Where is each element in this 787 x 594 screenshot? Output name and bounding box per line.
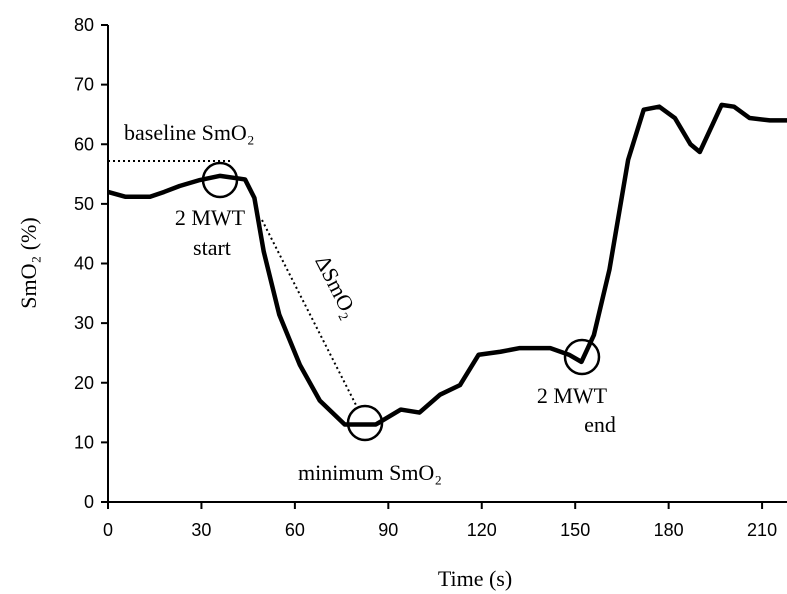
baseline-label: baseline SmO₂ xyxy=(124,120,255,145)
y-tick-label: 40 xyxy=(74,254,94,274)
y-tick-label: 0 xyxy=(84,492,94,512)
start-label: start xyxy=(193,235,231,260)
end-label: end xyxy=(584,412,616,437)
x-tick-label: 90 xyxy=(378,520,398,540)
x-tick-label: 210 xyxy=(747,520,777,540)
y-tick-label: 30 xyxy=(74,313,94,333)
start-label: 2 MWT xyxy=(175,205,246,230)
x-tick-label: 60 xyxy=(285,520,305,540)
minimum-label: minimum SmO₂ xyxy=(298,460,442,485)
x-tick-label: 150 xyxy=(560,520,590,540)
y-tick-label: 60 xyxy=(74,134,94,154)
y-axis-label: SmO₂ (%) xyxy=(16,217,41,308)
data-line xyxy=(107,102,787,427)
x-tick-label: 30 xyxy=(191,520,211,540)
y-tick-label: 50 xyxy=(74,194,94,214)
end-circle xyxy=(563,338,601,376)
delta-label: ΔSmO₂ xyxy=(310,251,363,322)
end-label: 2 MWT xyxy=(537,383,608,408)
x-tick-label: 120 xyxy=(467,520,497,540)
y-tick-label: 10 xyxy=(74,432,94,452)
y-tick-label: 70 xyxy=(74,75,94,95)
x-axis-label: Time (s) xyxy=(438,566,512,591)
y-tick-label: 80 xyxy=(74,15,94,35)
x-tick-label: 0 xyxy=(103,520,113,540)
y-tick-label: 20 xyxy=(74,373,94,393)
x-tick-label: 180 xyxy=(654,520,684,540)
